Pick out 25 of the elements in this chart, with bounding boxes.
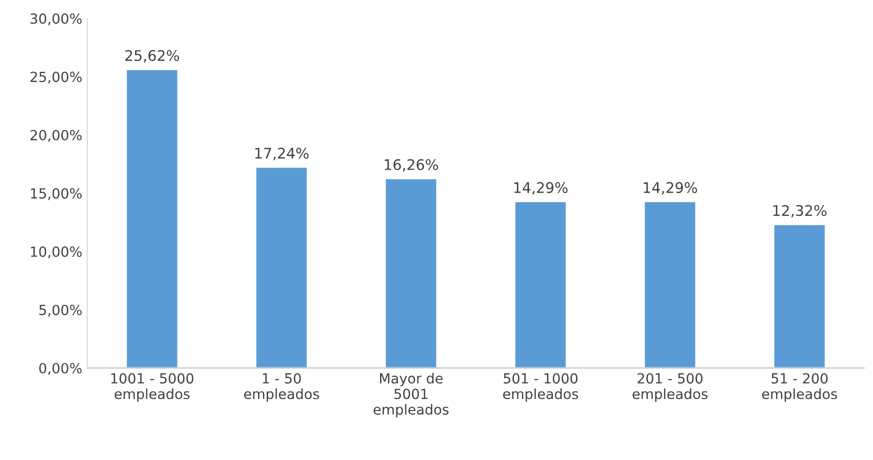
bar xyxy=(384,178,438,368)
y-tick-label: 10,00% xyxy=(31,246,82,258)
bar xyxy=(514,200,568,368)
x-tick-label: 51 - 200 empleados xyxy=(762,373,838,402)
data-label: 17,24% xyxy=(255,148,309,160)
data-label: 14,29% xyxy=(644,182,698,195)
y-tick-label: 20,00% xyxy=(30,130,82,142)
y-tick-label: 0,00% xyxy=(39,362,82,375)
data-label: 16,26% xyxy=(384,159,438,172)
x-tick-label: 501 - 1000 empleados xyxy=(503,373,578,402)
y-tick-label: 30,00% xyxy=(30,13,82,26)
bar xyxy=(643,200,697,368)
data-label: 25,62% xyxy=(125,50,180,63)
data-label: 14,29% xyxy=(514,182,568,195)
data-label: 12,32% xyxy=(773,205,827,218)
bar xyxy=(254,166,308,368)
y-tick-label: 25,00% xyxy=(30,72,82,84)
x-tick-label: Mayor de 5001 empleados xyxy=(374,372,449,418)
y-tick-label: 5,00% xyxy=(39,304,82,317)
bar xyxy=(125,68,179,368)
x-tick-label: 201 - 500 empleados xyxy=(632,373,708,402)
x-tick-label: 1 - 50 empleados xyxy=(244,373,320,402)
x-tick-label: 1001 - 5000 empleados xyxy=(111,373,194,402)
y-tick-label: 15,00% xyxy=(31,188,82,200)
bar xyxy=(772,224,826,368)
